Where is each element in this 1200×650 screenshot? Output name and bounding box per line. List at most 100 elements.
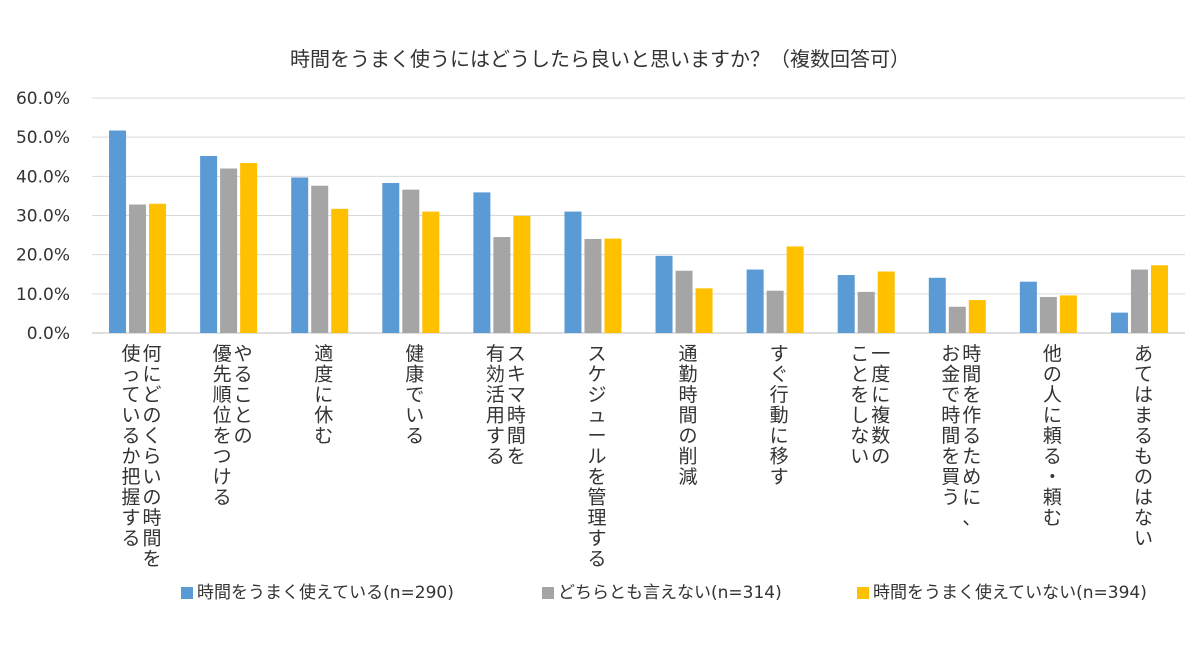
category-label-char: こ: [850, 343, 869, 365]
category-label-char: 、: [962, 507, 981, 529]
category-label-char: る: [234, 364, 253, 386]
category-label-char: 一: [871, 343, 890, 365]
category-label-char: 時: [143, 507, 162, 529]
category-label-char: は: [1134, 487, 1153, 509]
legend-swatch: [857, 587, 869, 599]
category-label-char: 度: [314, 364, 333, 386]
bar: [584, 239, 602, 333]
bar: [402, 189, 420, 333]
category-label-char: で: [405, 384, 424, 406]
category-label-char: む: [1043, 507, 1062, 529]
category-label-char: 位: [213, 405, 232, 427]
category-label-char: を: [143, 548, 162, 570]
bar: [109, 130, 127, 333]
category-label-char: る: [962, 425, 981, 447]
category-label-char: す: [770, 343, 789, 365]
category-label-char: る: [405, 425, 424, 447]
category-label-char: 間: [679, 405, 698, 427]
bar: [1130, 269, 1148, 333]
y-tick-label: 0.0%: [27, 324, 70, 344]
bar: [1039, 296, 1057, 333]
category-label-char: 人: [1043, 384, 1062, 406]
category-label-char: 順: [213, 384, 232, 406]
bar: [513, 215, 531, 333]
category-label-char: 数: [871, 425, 890, 447]
y-tick-label: 60.0%: [16, 89, 70, 109]
bar: [240, 163, 258, 333]
category-label-char: 把: [122, 466, 141, 488]
category-label-char: の: [679, 425, 698, 447]
bar: [766, 290, 784, 333]
category-label-char: 作: [962, 405, 981, 427]
category-label-char: 使: [122, 343, 141, 365]
category-label-char: る: [122, 425, 141, 447]
bar: [331, 208, 349, 333]
category-label-char: を: [850, 384, 869, 406]
bar: [948, 306, 966, 333]
category-label-char: や: [234, 343, 253, 365]
category-label-char: で: [941, 384, 960, 406]
y-axis-ticks: 0.0% 10.0% 20.0% 30.0% 40.0% 50.0% 60.0%: [16, 89, 70, 344]
bar: [149, 203, 167, 333]
category-label-char: る: [122, 528, 141, 550]
category-label-char: マ: [507, 384, 526, 406]
category-label-char: 複: [871, 405, 890, 427]
category-label-char: す: [770, 466, 789, 488]
chart-title: 時間をうまく使うにはどうしたら良いと思いますか？（複数回答可）: [290, 47, 910, 71]
category-label-char: を: [962, 384, 981, 406]
category-label-char: 有: [486, 343, 505, 365]
category-label-char: う: [941, 487, 960, 509]
category-label-char: お: [941, 343, 960, 365]
legend: 時間をうまく使えている(n=290) どちらとも言えない(n=314) 時間をうまく…: [181, 582, 1147, 603]
category-label-char: 理: [587, 507, 606, 529]
bar: [786, 246, 804, 333]
legend-label: 時間をうまく使えていない(n=394): [873, 582, 1147, 603]
bar: [968, 300, 986, 333]
category-label-char: キ: [507, 364, 526, 386]
y-tick-label: 40.0%: [16, 167, 70, 187]
grid-lines: [92, 97, 1185, 334]
bar: [837, 275, 855, 333]
y-tick-label: 50.0%: [16, 128, 70, 148]
category-label-char: に: [770, 425, 789, 447]
category-label-char: 効: [486, 364, 505, 386]
category-label-char: 他: [1043, 343, 1062, 365]
category-label-char: 通: [679, 343, 698, 365]
category-label-char: の: [234, 425, 253, 447]
category-label-char: と: [850, 364, 869, 386]
category-label-char: 時: [941, 405, 960, 427]
category-label-char: 度: [871, 364, 890, 386]
category-label-char: ケ: [587, 364, 606, 386]
category-label-char: に: [143, 364, 162, 386]
category-label-char: ス: [507, 343, 526, 365]
bar: [604, 238, 622, 333]
bar: [857, 291, 875, 333]
bar: [291, 177, 309, 333]
category-label-char: 頼: [1043, 425, 1062, 447]
bar: [655, 255, 673, 333]
category-label-char: は: [1134, 384, 1153, 406]
category-label-char: 削: [679, 446, 698, 468]
category-label-char: あ: [1134, 343, 1153, 365]
category-label-char: い: [122, 405, 141, 427]
category-label-char: 勤: [679, 364, 698, 386]
category-label-char: 健: [405, 343, 424, 365]
category-label-char: を: [507, 446, 526, 468]
category-label-char: な: [850, 425, 869, 447]
bar: [1019, 281, 1037, 333]
category-label-char: の: [143, 405, 162, 427]
category-label-char: め: [962, 466, 981, 488]
category-label-char: 活: [486, 384, 505, 406]
category-label-char: す: [587, 528, 606, 550]
bar: [1150, 265, 1168, 333]
category-label-char: 頼: [1043, 487, 1062, 509]
y-tick-label: 10.0%: [16, 285, 70, 305]
y-tick-label: 30.0%: [16, 207, 70, 227]
category-label-char: る: [587, 548, 606, 570]
bar: [675, 270, 693, 333]
category-label-char: ど: [143, 384, 162, 406]
category-label-char: 移: [770, 446, 789, 468]
bar: [695, 288, 713, 333]
